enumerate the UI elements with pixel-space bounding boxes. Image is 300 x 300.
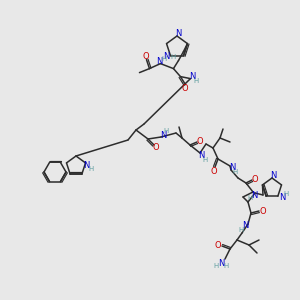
Text: H: H <box>283 191 289 197</box>
Text: O: O <box>260 206 266 215</box>
Text: N: N <box>229 164 235 172</box>
Text: O: O <box>197 136 203 146</box>
Text: O: O <box>211 167 217 176</box>
Text: H: H <box>162 56 167 62</box>
Text: N: N <box>175 29 181 38</box>
Text: O: O <box>252 175 258 184</box>
Text: H: H <box>202 157 208 163</box>
Text: H: H <box>170 54 175 60</box>
Text: H: H <box>238 227 244 233</box>
Text: H: H <box>224 263 229 269</box>
Text: O: O <box>215 241 221 250</box>
Text: H: H <box>232 169 238 175</box>
Text: N: N <box>163 52 170 62</box>
Text: H: H <box>88 166 93 172</box>
Text: N: N <box>198 152 204 160</box>
Text: N: N <box>270 172 276 181</box>
Text: N: N <box>156 57 163 66</box>
Text: N: N <box>279 193 285 202</box>
Text: O: O <box>142 52 149 61</box>
Text: N: N <box>83 161 90 170</box>
Text: H: H <box>194 78 199 84</box>
Text: H: H <box>213 263 219 269</box>
Text: O: O <box>153 143 159 152</box>
Text: N: N <box>189 72 196 81</box>
Text: N: N <box>242 221 248 230</box>
Text: O: O <box>181 84 188 93</box>
Text: H: H <box>248 195 253 201</box>
Text: N: N <box>160 130 166 140</box>
Text: H: H <box>164 128 169 134</box>
Text: N: N <box>251 190 257 200</box>
Text: N: N <box>218 259 224 268</box>
